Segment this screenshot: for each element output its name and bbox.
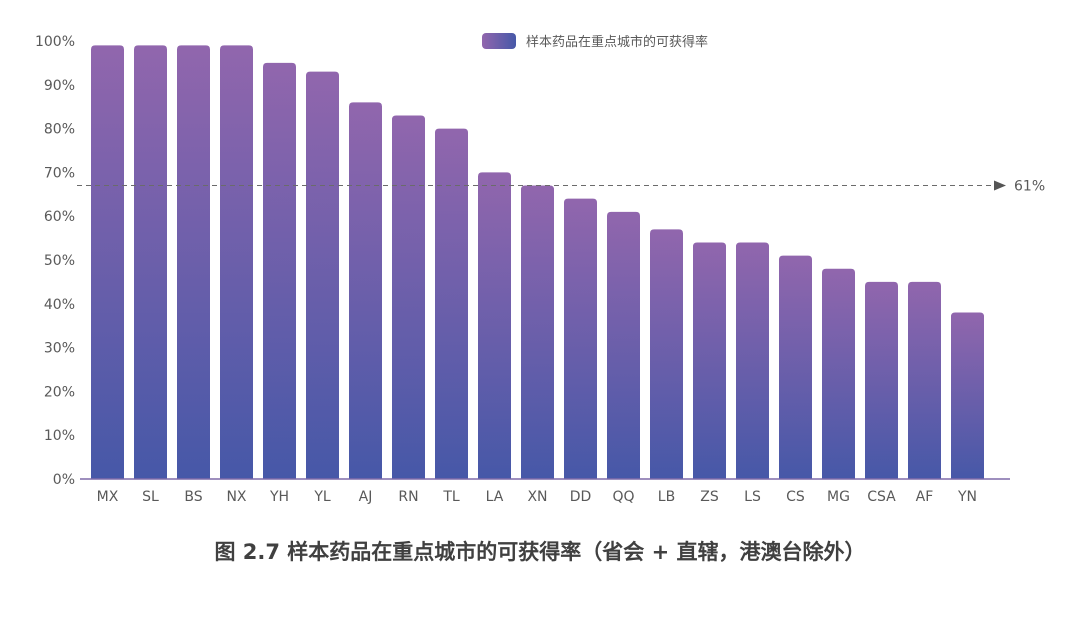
bar-sl xyxy=(134,45,167,479)
y-tick-label: 90% xyxy=(44,78,75,94)
legend: 样本药品在重点城市的可获得率 xyxy=(482,33,708,50)
x-tick-label: DD xyxy=(570,489,592,505)
y-tick-label: 0% xyxy=(53,472,75,488)
reference-line-label: 61% xyxy=(1014,179,1045,195)
bar-lb xyxy=(650,229,683,479)
x-tick-label: YH xyxy=(269,489,289,505)
y-tick-label: 60% xyxy=(44,209,75,225)
bar-dd xyxy=(564,198,597,479)
bar-mx xyxy=(91,45,124,479)
x-tick-label: CS xyxy=(786,489,805,505)
x-tick-label: XN xyxy=(527,489,547,505)
y-tick-label: 20% xyxy=(44,384,75,400)
x-tick-label: LS xyxy=(744,489,761,505)
y-tick-label: 70% xyxy=(44,165,75,181)
y-tick-label: 100% xyxy=(35,34,75,50)
bars xyxy=(91,45,984,480)
bar-chart: 0% 10% 20% 30% 40% 50% 60% 70% 80% 90% 100% MX SL BS… xyxy=(35,33,1045,505)
bar-nx xyxy=(220,45,253,479)
bar-yl xyxy=(306,71,339,479)
bar-xn xyxy=(521,185,554,480)
bar-la xyxy=(478,172,511,479)
bar-rn xyxy=(392,115,425,480)
bar-csa xyxy=(865,281,898,479)
x-axis: MX SL BS NX YH YL AJ RN TL LA XN DD QQ LB ZS LS CS MG CSA A… xyxy=(80,478,1010,505)
bar-aj xyxy=(349,102,382,479)
x-tick-label: LA xyxy=(486,489,504,505)
y-axis: 0% 10% 20% 30% 40% 50% 60% 70% 80% 90% 100% xyxy=(35,34,75,488)
bar-mg xyxy=(822,268,855,479)
bar-qq xyxy=(607,211,640,479)
x-tick-label: QQ xyxy=(612,489,634,505)
bar-yh xyxy=(263,62,296,480)
bar-yn xyxy=(951,312,984,479)
bar-zs xyxy=(693,242,726,479)
x-tick-label: YN xyxy=(957,489,977,505)
x-tick-label: YL xyxy=(313,489,331,505)
bar-cs xyxy=(779,255,812,479)
y-tick-label: 10% xyxy=(44,428,75,444)
y-tick-label: 50% xyxy=(44,253,75,269)
reference-line-group: 61% xyxy=(77,179,1045,195)
x-tick-label: AJ xyxy=(359,489,373,505)
bar-tl xyxy=(435,128,468,479)
x-tick-label: NX xyxy=(226,489,246,505)
x-tick-label: BS xyxy=(184,489,202,505)
x-tick-label: MG xyxy=(827,489,850,505)
x-tick-label: MX xyxy=(97,489,119,505)
x-tick-label: ZS xyxy=(700,489,719,505)
y-tick-label: 30% xyxy=(44,341,75,357)
x-tick-label: SL xyxy=(142,489,159,505)
y-tick-label: 40% xyxy=(44,297,75,313)
x-tick-label: TL xyxy=(442,489,460,505)
legend-label: 样本药品在重点城市的可获得率 xyxy=(526,34,708,50)
figure-caption: 图 2.7 样本药品在重点城市的可获得率（省会 + 直辖，港澳台除外） xyxy=(214,540,866,564)
x-tick-label: RN xyxy=(398,489,418,505)
bar-bs xyxy=(177,45,210,479)
x-tick-label: LB xyxy=(658,489,675,505)
y-tick-label: 80% xyxy=(44,122,75,138)
bar-af xyxy=(908,281,941,479)
bar-ls xyxy=(736,242,769,479)
x-tick-label: AF xyxy=(916,489,934,505)
x-tick-label: CSA xyxy=(867,489,896,505)
legend-swatch xyxy=(482,33,516,49)
